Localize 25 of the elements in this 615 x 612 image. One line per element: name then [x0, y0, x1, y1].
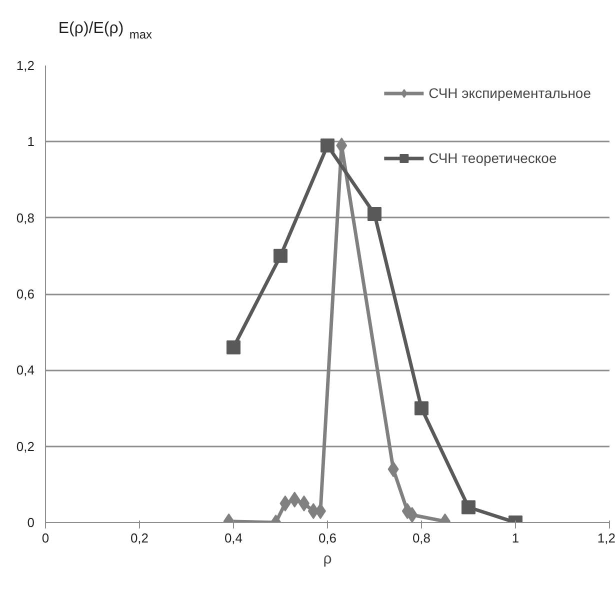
x-tick-label: 0,6: [318, 530, 337, 546]
y-tick-label: 0: [27, 515, 35, 530]
y-tick-label: 1,2: [16, 58, 35, 73]
x-tick-label: 1: [512, 530, 520, 546]
y-tick-label: 0,8: [16, 210, 35, 226]
point: [320, 138, 334, 152]
y-tick-label: 1: [27, 134, 35, 150]
y-tick-label: 0,2: [16, 438, 35, 454]
x-tick-label: 0,2: [130, 530, 149, 546]
point: [368, 207, 382, 222]
y-tick-label: 0,4: [16, 362, 35, 378]
point: [462, 500, 476, 514]
x-tick-label: 1,2: [597, 530, 615, 546]
legend-label: СЧН экспирементальное: [428, 85, 591, 101]
x-tick-label: 0: [42, 530, 50, 546]
y-tick-label: 0,6: [16, 286, 35, 302]
point: [414, 401, 428, 416]
y-axis-title: E(ρ)/E(ρ)max: [58, 20, 152, 42]
x-axis-title: ρ: [323, 550, 332, 568]
point: [406, 506, 418, 522]
x-tick-label: 0,8: [412, 530, 431, 546]
legend-label: СЧН теоретическое: [428, 150, 557, 166]
x-tick-label: 0,4: [224, 530, 243, 546]
point: [226, 340, 240, 354]
point: [274, 248, 288, 263]
